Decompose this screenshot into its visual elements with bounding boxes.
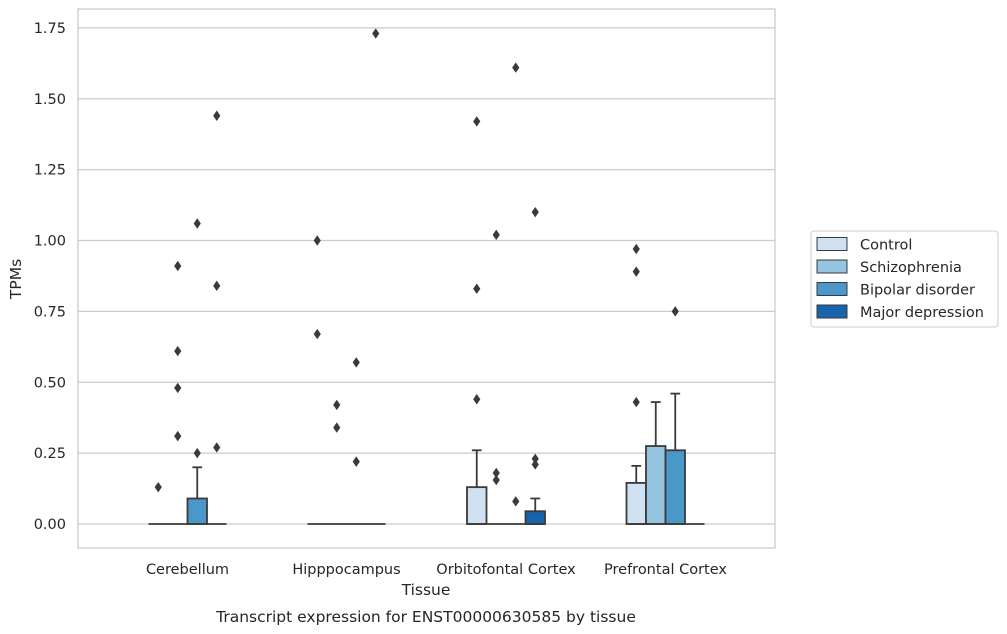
x-tick-label: Orbitofontal Cortex [436, 562, 576, 578]
y-tick-label: 0.00 [34, 517, 66, 533]
y-axis-label: TPMs [7, 259, 25, 300]
outlier-point [313, 328, 321, 340]
outlier-point [193, 447, 201, 459]
outlier-point [213, 442, 221, 453]
x-axis-label: Tissue [401, 581, 451, 599]
outlier-point [671, 306, 679, 317]
outlier-point [333, 399, 341, 411]
box-group [327, 399, 347, 525]
box-group [148, 481, 168, 525]
outlier-point [632, 243, 640, 255]
x-tick-label: Prefrontal Cortex [604, 562, 727, 578]
y-tick-label: 1.00 [34, 234, 66, 250]
outlier-point [473, 394, 481, 405]
outlier-point [492, 474, 500, 486]
outlier-point [531, 453, 539, 464]
legend-swatch [816, 237, 848, 251]
outlier-point [333, 422, 341, 433]
outlier-point [174, 382, 182, 394]
box-groups [148, 28, 705, 525]
outlier-point [352, 456, 360, 467]
plot-frame [77, 8, 776, 549]
outlier-point [313, 235, 321, 246]
outlier-point [372, 28, 380, 39]
y-tick-label: 0.25 [34, 446, 66, 462]
box-body [186, 497, 208, 525]
outlier-point [352, 357, 360, 368]
box-group [625, 243, 647, 525]
y-tick-label: 1.50 [34, 92, 66, 108]
outlier-point [492, 229, 500, 241]
y-axis-ticks: 0.00 0.25 0.50 0.75 1.00 1.25 1.50 1.75 [34, 21, 66, 533]
box-group [486, 229, 506, 525]
outlier-point [531, 206, 539, 218]
outlier-point [492, 467, 500, 479]
x-tick-label: Cerebellum [146, 562, 229, 578]
box-body [625, 481, 647, 525]
outlier-point [213, 280, 221, 292]
box-body [664, 449, 686, 525]
box-group [466, 116, 488, 525]
legend-label: Control [860, 238, 912, 254]
outlier-point [531, 459, 539, 470]
y-tick-label: 0.50 [34, 375, 66, 391]
box-group [506, 62, 526, 525]
legend: Control Schizophrenia Bipolar disorder Majo… [810, 230, 999, 328]
outlier-point [512, 496, 520, 507]
box-group [346, 357, 366, 525]
y-tick-label: 1.25 [34, 163, 66, 179]
box-group [664, 306, 686, 525]
x-tick-label: Hipppocampus [292, 562, 400, 578]
outlier-point [632, 396, 640, 408]
legend-label: Bipolar disorder [860, 283, 975, 299]
outlier-point [473, 116, 481, 127]
legend-swatch [816, 282, 848, 296]
outlier-point [512, 62, 520, 73]
outlier-point [154, 481, 162, 493]
box-body [645, 445, 667, 525]
box-group [168, 260, 188, 525]
outlier-point [632, 266, 640, 277]
box-group [207, 110, 227, 525]
y-tick-label: 1.75 [34, 21, 66, 37]
legend-label: Schizophrenia [860, 260, 962, 276]
legend-label: Major depression [860, 305, 984, 321]
box-body [466, 486, 488, 525]
box-body [524, 510, 546, 525]
outlier-point [174, 430, 182, 442]
box-group [307, 235, 327, 525]
outlier-point [174, 345, 182, 357]
box-group [645, 401, 667, 525]
box-group [366, 28, 386, 525]
outlier-point [174, 260, 182, 272]
legend-frame [810, 230, 999, 328]
outlier-point [193, 218, 201, 229]
legend-swatch [816, 304, 848, 319]
box-group [524, 206, 546, 525]
chart-caption: Transcript expression for ENST0000063058… [215, 608, 636, 626]
box-group [186, 218, 208, 525]
outlier-point [213, 110, 221, 121]
x-axis-ticks: Cerebellum Hipppocampus Orbitofontal Corte… [146, 562, 727, 578]
y-tick-label: 0.75 [34, 304, 66, 320]
legend-swatch [816, 259, 848, 274]
outlier-point [473, 283, 481, 294]
